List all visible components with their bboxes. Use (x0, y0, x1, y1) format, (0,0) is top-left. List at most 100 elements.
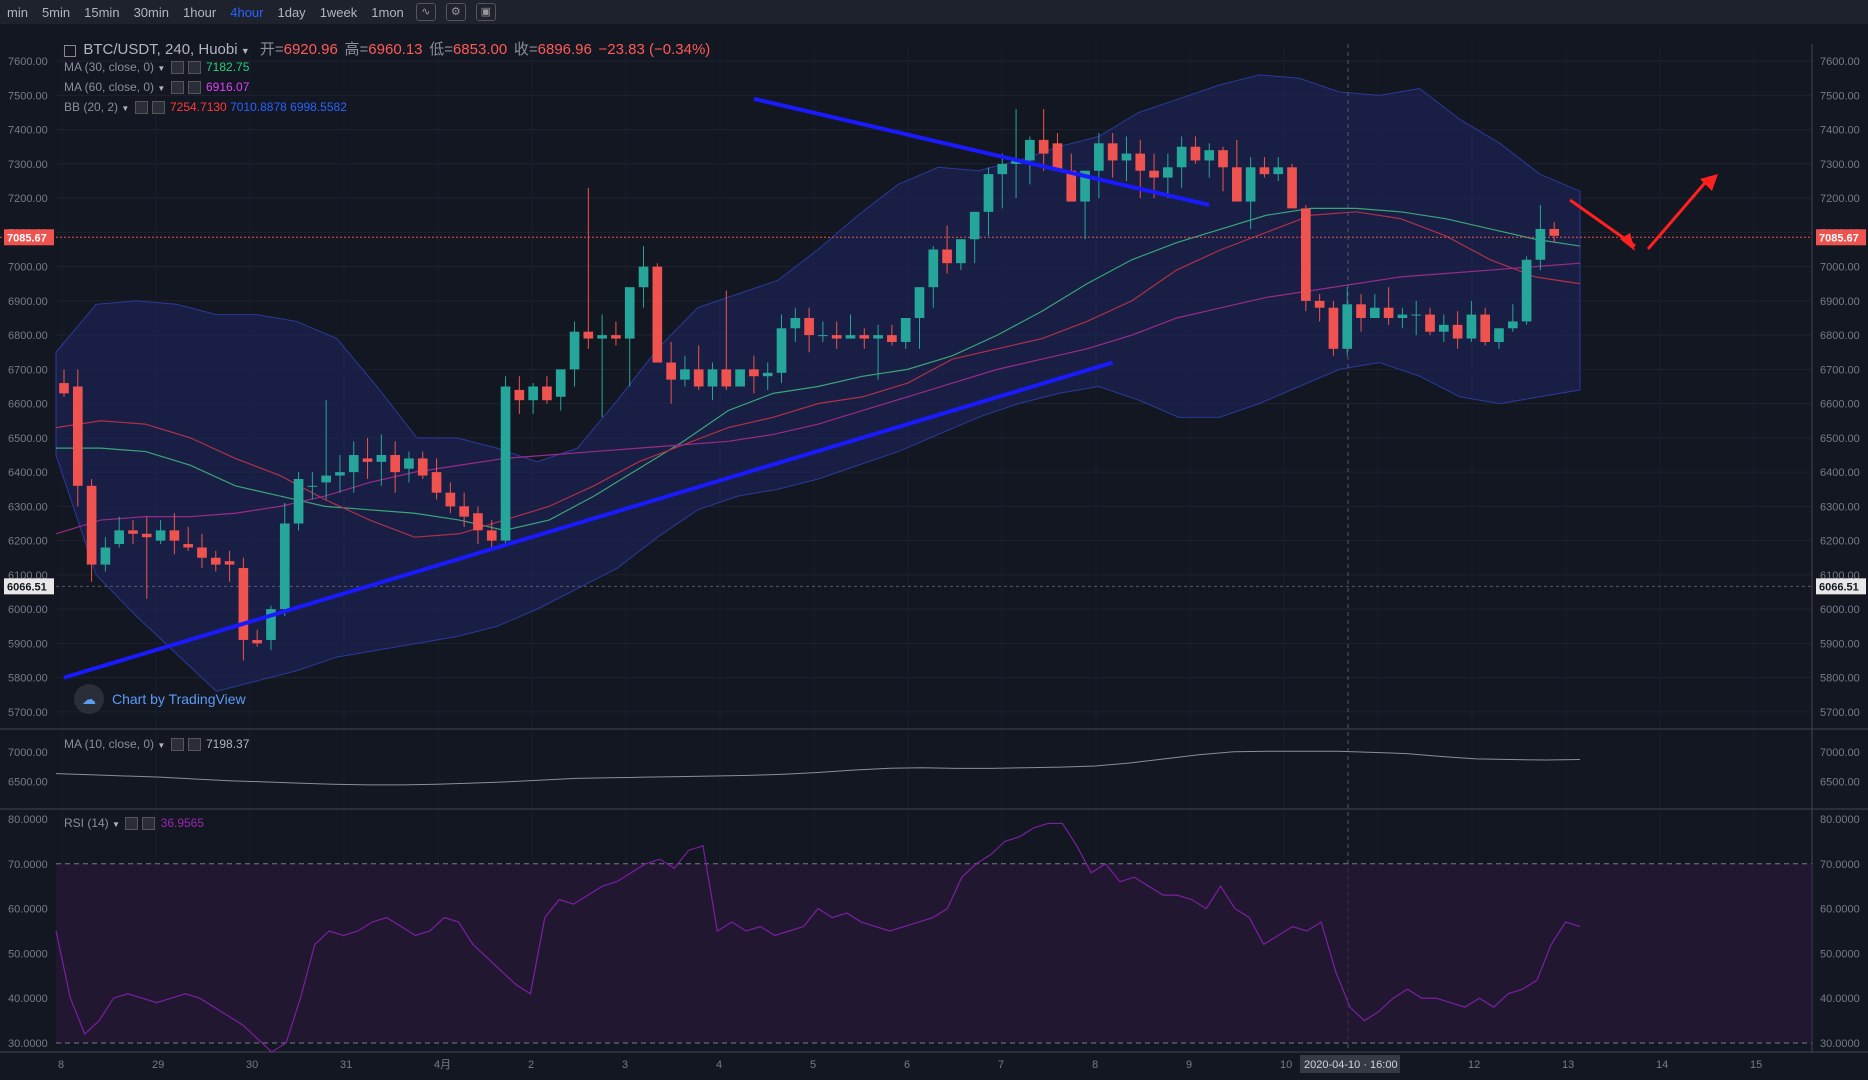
chevron-down-icon[interactable]: ▼ (157, 741, 166, 750)
bb-value-3: 6998.5582 (290, 100, 347, 114)
bb-value-2: 7010.8878 (230, 100, 287, 114)
candle-body (376, 455, 387, 462)
settings-icon[interactable] (170, 81, 184, 95)
candle-body (1480, 314, 1491, 342)
watermark-text: Chart by TradingView (112, 691, 246, 707)
candle-body (445, 492, 456, 507)
time-tick-label: 15 (1750, 1059, 1762, 1071)
bollinger-band (55, 74, 1581, 692)
legend-menu-icon[interactable] (64, 44, 76, 57)
time-tick-label: 30 (246, 1059, 258, 1071)
timeframe-min[interactable]: min (7, 4, 28, 20)
candle-body (1535, 228, 1546, 260)
timeframe-5min[interactable]: 5min (41, 4, 71, 20)
ma-red-line (55, 211, 1581, 538)
candle-body (680, 369, 690, 380)
tradingview-watermark[interactable]: ☁ Chart by TradingView (74, 684, 246, 714)
candle-body (321, 475, 331, 483)
rsi-tick-label: 50.0000 (1820, 948, 1860, 960)
close-icon[interactable] (187, 738, 201, 752)
candle-body (224, 561, 235, 565)
candle-body (997, 163, 1008, 175)
candle-body (390, 455, 400, 473)
candle-body (169, 530, 180, 541)
chevron-down-icon[interactable]: ▼ (157, 84, 166, 93)
settings-icon[interactable] (134, 101, 148, 115)
timeframe-4hour[interactable]: 4hour (230, 4, 264, 20)
price-tick-label: 7400.00 (8, 125, 48, 137)
candle-body (1135, 153, 1146, 171)
screenshot-icon[interactable]: ▣ (475, 3, 496, 21)
time-tick-label: 3 (622, 1059, 628, 1071)
candle-body (1025, 139, 1035, 161)
price-tick-label: 7300.00 (1820, 159, 1860, 171)
candle-body (72, 386, 83, 486)
close-icon[interactable] (187, 61, 201, 75)
chevron-down-icon[interactable]: ▼ (157, 64, 166, 73)
settings-icon[interactable]: ⚙ (445, 3, 466, 21)
price-tick-label: 7300.00 (8, 159, 48, 171)
chevron-down-icon[interactable]: ▼ (121, 104, 130, 113)
chart-style-icon[interactable]: ∿ (415, 3, 436, 21)
candle-body (942, 249, 952, 264)
candle-body (1411, 314, 1422, 316)
ma30-label[interactable]: MA (30, close, 0) (64, 60, 155, 74)
candle-body (1466, 314, 1477, 339)
timeframe-30min[interactable]: 30min (133, 4, 169, 20)
rsi-band (56, 863, 1812, 1044)
settings-icon[interactable] (125, 817, 139, 831)
close-icon[interactable] (151, 101, 165, 115)
time-tick-label: 7 (998, 1059, 1004, 1071)
candle-body (362, 458, 373, 462)
time-tick-label: 5 (810, 1059, 816, 1071)
candle-body (1397, 314, 1408, 318)
candle-body (542, 386, 552, 401)
change-value: −23.83 (−0.34%) (598, 41, 711, 58)
candle-body (1425, 314, 1435, 332)
timeframe-1day[interactable]: 1day (277, 4, 306, 20)
bb-legend: BB (20, 2) ▼ 7254.7130 7010.8878 6998.55… (64, 100, 347, 115)
rsi-tick-label: 80.0000 (1820, 814, 1860, 826)
candle-body (1176, 146, 1187, 168)
open-label: 开= (259, 41, 284, 58)
price-tick-label: 7000.00 (1820, 262, 1860, 274)
candle-body (887, 335, 897, 342)
candle-body (1080, 170, 1090, 202)
candle-body (155, 530, 166, 541)
symbol-title[interactable]: BTC/USDT, 240, Huobi (83, 41, 238, 58)
arrow-down-head (1620, 233, 1635, 251)
settings-icon[interactable] (170, 61, 184, 75)
timeframe-1hour[interactable]: 1hour (182, 4, 217, 20)
candle-body (348, 455, 359, 473)
time-tick-label: 8 (58, 1059, 64, 1071)
timeframe-1week[interactable]: 1week (319, 4, 358, 20)
time-tick-label: 8 (1092, 1059, 1098, 1071)
level-price-tag-left-bg (4, 578, 54, 595)
time-tick-label: 9 (1186, 1059, 1192, 1071)
price-tick-label: 5900.00 (1820, 638, 1860, 650)
timeframe-15min[interactable]: 15min (84, 4, 120, 20)
rsi-label[interactable]: RSI (14) (64, 816, 109, 830)
candle-body (818, 335, 828, 337)
ma10-label[interactable]: MA (10, close, 0) (64, 737, 155, 751)
settings-icon[interactable] (170, 738, 184, 752)
current-price-tag-bg (1816, 229, 1866, 246)
close-icon[interactable] (142, 817, 156, 831)
close-icon[interactable] (187, 81, 201, 95)
bb-label[interactable]: BB (20, 2) (64, 100, 119, 114)
open-value: 6920.96 (283, 41, 338, 58)
ma30-value: 7182.75 (206, 60, 250, 74)
candle-body (1328, 307, 1339, 349)
close-value: 6896.96 (537, 41, 592, 58)
trendline (753, 96, 1210, 207)
candle-body (666, 362, 676, 380)
price-tick-label: 6500.00 (1820, 433, 1860, 445)
candle-body (335, 472, 345, 476)
ma60-label[interactable]: MA (60, close, 0) (64, 80, 155, 94)
high-label: 高= (344, 41, 369, 58)
chevron-down-icon[interactable]: ▼ (240, 46, 250, 56)
current-price-tag: 7085.67 (1819, 232, 1859, 244)
timeframe-1mon[interactable]: 1mon (371, 4, 404, 20)
chevron-down-icon[interactable]: ▼ (112, 820, 120, 829)
chart-canvas[interactable]: 5700.00 5700.00 5800.00 5800.00 5900.00 5900.… (0, 24, 1868, 1080)
